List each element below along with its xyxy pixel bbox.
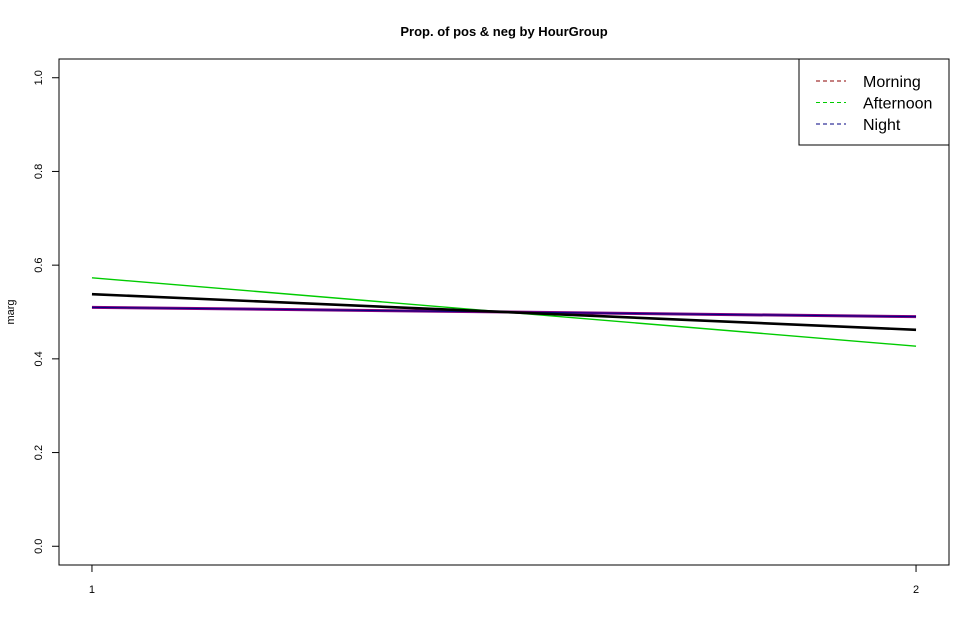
series-lines xyxy=(91,277,917,347)
legend: Morning Afternoon Night xyxy=(798,58,950,146)
series-line xyxy=(91,292,917,332)
legend-label: Afternoon xyxy=(863,96,932,113)
y-tick-label: 0.6 xyxy=(33,257,45,272)
y-tick-label: 1.0 xyxy=(33,70,45,85)
legend-label: Night xyxy=(863,117,901,134)
legend-label: Morning xyxy=(863,74,921,91)
y-tick-label: 0.2 xyxy=(33,445,45,460)
chart-title: Prop. of pos & neg by HourGroup xyxy=(400,24,607,39)
x-tick-label: 2 xyxy=(913,584,919,596)
y-axis-label: marg xyxy=(5,299,17,324)
y-tick-label: 0.0 xyxy=(33,539,45,554)
y-axis: 0.0 0.2 0.4 0.6 0.8 1.0 xyxy=(33,70,60,554)
x-tick-label: 1 xyxy=(89,584,95,596)
y-tick-label: 0.8 xyxy=(33,164,45,179)
y-tick-label: 0.4 xyxy=(33,351,45,366)
